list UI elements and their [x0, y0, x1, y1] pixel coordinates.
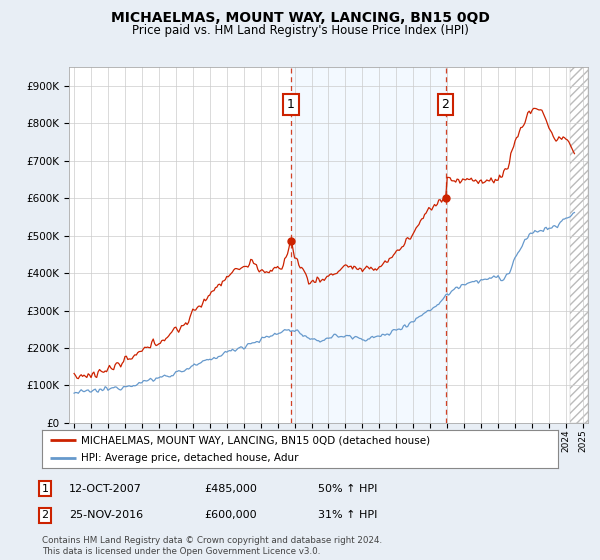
- Text: 1: 1: [287, 98, 295, 111]
- Text: Contains HM Land Registry data © Crown copyright and database right 2024.
This d: Contains HM Land Registry data © Crown c…: [42, 536, 382, 556]
- Text: £485,000: £485,000: [204, 484, 257, 494]
- Text: 50% ↑ HPI: 50% ↑ HPI: [318, 484, 377, 494]
- Text: £600,000: £600,000: [204, 510, 257, 520]
- Text: 25-NOV-2016: 25-NOV-2016: [69, 510, 143, 520]
- Bar: [291, 67, 446, 423]
- Text: 12-OCT-2007: 12-OCT-2007: [69, 484, 142, 494]
- Text: MICHAELMAS, MOUNT WAY, LANCING, BN15 0QD: MICHAELMAS, MOUNT WAY, LANCING, BN15 0QD: [110, 11, 490, 25]
- Text: 1: 1: [41, 484, 49, 494]
- Text: 2: 2: [442, 98, 449, 111]
- Text: 2: 2: [41, 510, 49, 520]
- Text: 31% ↑ HPI: 31% ↑ HPI: [318, 510, 377, 520]
- Text: MICHAELMAS, MOUNT WAY, LANCING, BN15 0QD (detached house): MICHAELMAS, MOUNT WAY, LANCING, BN15 0QD…: [80, 435, 430, 445]
- Text: HPI: Average price, detached house, Adur: HPI: Average price, detached house, Adur: [80, 452, 298, 463]
- Bar: [570, 67, 588, 423]
- Text: Price paid vs. HM Land Registry's House Price Index (HPI): Price paid vs. HM Land Registry's House …: [131, 24, 469, 36]
